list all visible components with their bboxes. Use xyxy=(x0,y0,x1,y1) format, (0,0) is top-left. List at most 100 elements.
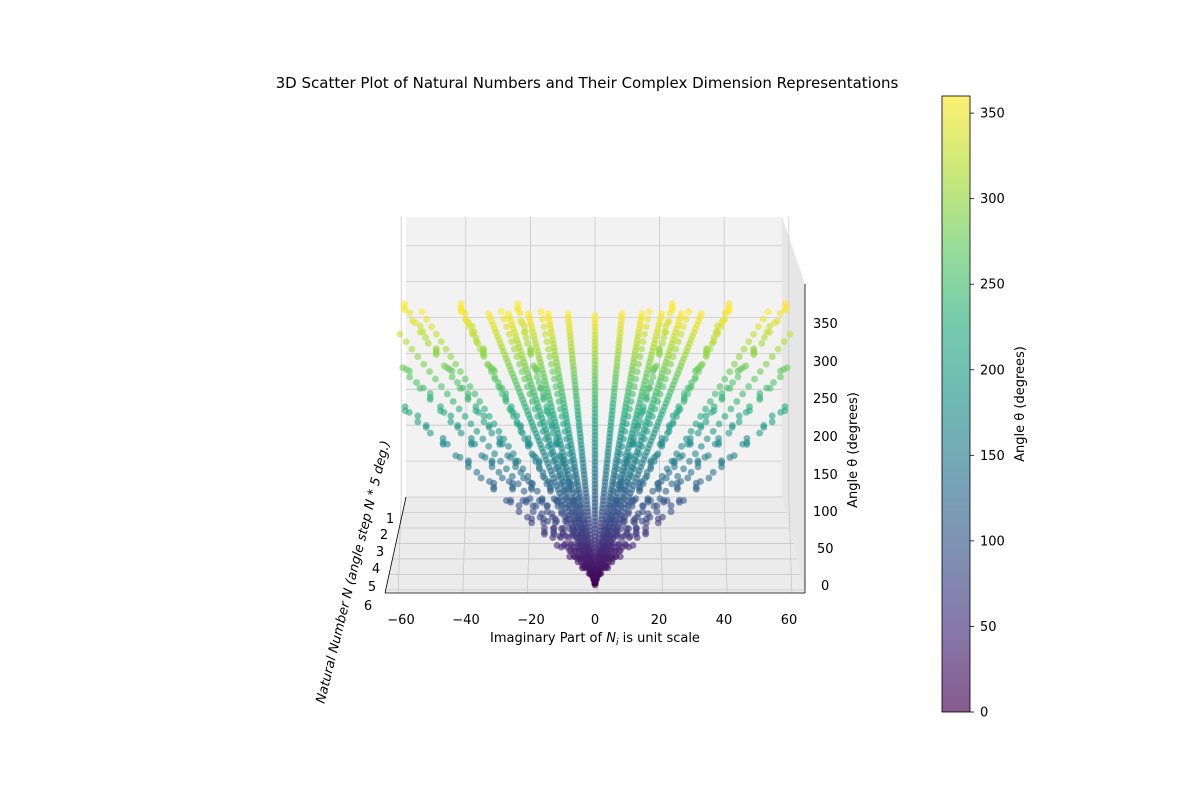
data-point xyxy=(424,340,432,347)
colorbar-gradient xyxy=(942,96,970,712)
data-point xyxy=(730,452,738,459)
data-point xyxy=(733,398,741,405)
data-point xyxy=(432,375,439,383)
data-point xyxy=(406,309,414,317)
data-point xyxy=(667,502,675,510)
data-point xyxy=(519,497,527,504)
data-point xyxy=(766,328,774,336)
data-point xyxy=(553,541,561,549)
data-point xyxy=(702,418,710,426)
data-point xyxy=(659,340,666,347)
data-point xyxy=(427,429,434,437)
data-point xyxy=(735,418,743,426)
y-tick-label: 4 xyxy=(372,562,380,577)
data-point xyxy=(766,384,774,392)
data-point xyxy=(678,452,686,459)
data-point xyxy=(667,508,675,516)
data-point xyxy=(680,323,687,331)
x-tick-label: 0 xyxy=(591,613,599,628)
data-point xyxy=(401,403,409,411)
data-point xyxy=(515,508,523,516)
data-point xyxy=(490,420,498,428)
data-point xyxy=(505,443,512,450)
data-point xyxy=(485,413,493,420)
data-point xyxy=(697,443,705,450)
data-point xyxy=(762,360,770,368)
data-point xyxy=(485,443,493,450)
axis-lines xyxy=(384,284,806,594)
y-tick-label: 3 xyxy=(376,545,384,560)
data-point xyxy=(414,418,422,426)
data-point xyxy=(505,330,513,338)
data-point xyxy=(687,428,695,435)
data-point xyxy=(422,334,429,341)
x-tick-label: 40 xyxy=(716,613,733,628)
data-point xyxy=(542,330,549,338)
data-point xyxy=(478,452,486,459)
data-point xyxy=(725,429,733,437)
data-point xyxy=(721,375,729,383)
data-point xyxy=(514,480,522,488)
data-point xyxy=(710,403,718,411)
data-point xyxy=(633,525,640,532)
data-point xyxy=(522,334,530,341)
data-point xyxy=(654,480,661,488)
data-point xyxy=(564,310,572,318)
data-point xyxy=(426,390,434,397)
data-point xyxy=(500,435,508,443)
data-point xyxy=(479,435,487,443)
data-point xyxy=(692,450,699,458)
y-tick-label: 2 xyxy=(380,528,388,543)
data-point xyxy=(734,373,742,381)
data-point xyxy=(452,452,460,459)
data-point xyxy=(743,435,751,442)
data-point xyxy=(694,457,702,465)
data-point xyxy=(488,457,496,465)
data-point xyxy=(428,323,435,331)
data-point xyxy=(477,474,485,482)
data-point xyxy=(646,384,654,392)
data-point xyxy=(519,465,527,473)
scatter-points xyxy=(396,300,794,589)
data-point xyxy=(731,360,738,368)
data-point xyxy=(682,315,690,323)
data-point xyxy=(684,474,692,482)
z-tick-label: 50 xyxy=(817,542,834,557)
data-point xyxy=(468,435,475,442)
data-point xyxy=(750,330,757,338)
data-point xyxy=(550,525,557,532)
data-point xyxy=(644,495,652,503)
data-point xyxy=(702,405,709,413)
data-point xyxy=(485,310,493,318)
data-point xyxy=(615,540,623,547)
data-point xyxy=(433,330,440,338)
x-tick-label: 20 xyxy=(651,613,668,628)
data-point xyxy=(497,308,505,316)
data-point xyxy=(538,495,546,503)
data-point xyxy=(406,373,413,381)
data-point xyxy=(786,330,794,338)
data-point xyxy=(473,428,481,435)
data-point xyxy=(715,435,722,442)
data-point xyxy=(780,338,788,345)
y-tick-label: 1 xyxy=(386,512,394,527)
data-point xyxy=(437,403,444,411)
data-point xyxy=(697,310,705,318)
data-point xyxy=(500,315,508,323)
data-point xyxy=(759,315,767,323)
data-point xyxy=(652,362,660,370)
chart-title: 3D Scatter Plot of Natural Numbers and T… xyxy=(276,74,899,92)
data-point xyxy=(466,383,474,390)
data-point xyxy=(729,379,736,386)
data-point xyxy=(529,480,536,488)
colorbar-label: Angle θ (degrees) xyxy=(1013,346,1028,462)
data-point xyxy=(727,405,735,413)
data-point xyxy=(481,405,488,413)
data-point xyxy=(668,457,676,465)
data-point xyxy=(726,368,733,375)
data-point xyxy=(774,345,782,353)
data-point xyxy=(756,429,763,437)
z-tick-label: 300 xyxy=(813,355,838,370)
x-tick-label: −60 xyxy=(387,613,414,628)
data-point xyxy=(497,457,504,465)
